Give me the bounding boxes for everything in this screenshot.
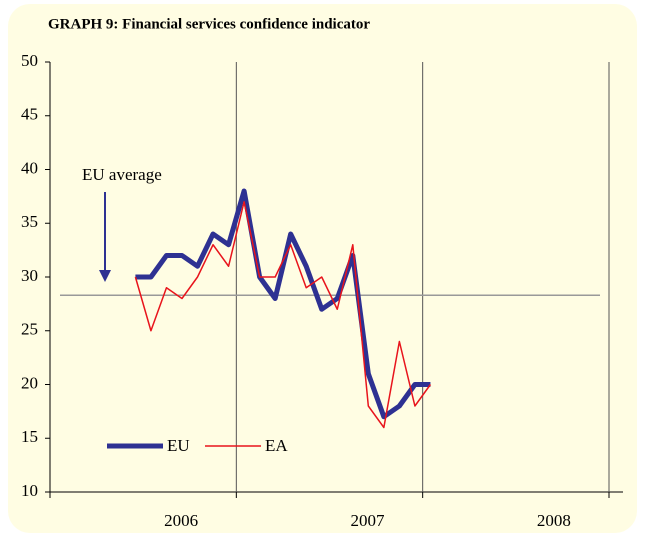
chart-title: GRAPH 9: Financial services confidence i… [48,16,370,32]
x-tick-label: 2008 [537,511,571,530]
series-line [134,201,432,429]
y-tick-label: 35 [21,212,38,231]
x-tick-label: 2006 [164,511,198,530]
background [8,4,637,533]
y-tick-label: 30 [21,266,38,285]
annotation: EU average [82,165,162,184]
series-line [135,188,431,420]
annotation-arrowhead [99,270,111,282]
y-tick-label: 50 [21,51,38,70]
y-tick-label: 25 [21,320,38,339]
y-tick-label: 45 [21,105,38,124]
y-tick-label: 40 [21,158,38,177]
y-tick-label: 15 [21,427,38,446]
y-tick-label: 20 [21,373,38,392]
legend-label: EA [265,436,288,455]
x-tick-label: 2007 [351,511,386,530]
y-tick-label: 10 [21,481,38,500]
legend-label: EU [167,436,190,455]
